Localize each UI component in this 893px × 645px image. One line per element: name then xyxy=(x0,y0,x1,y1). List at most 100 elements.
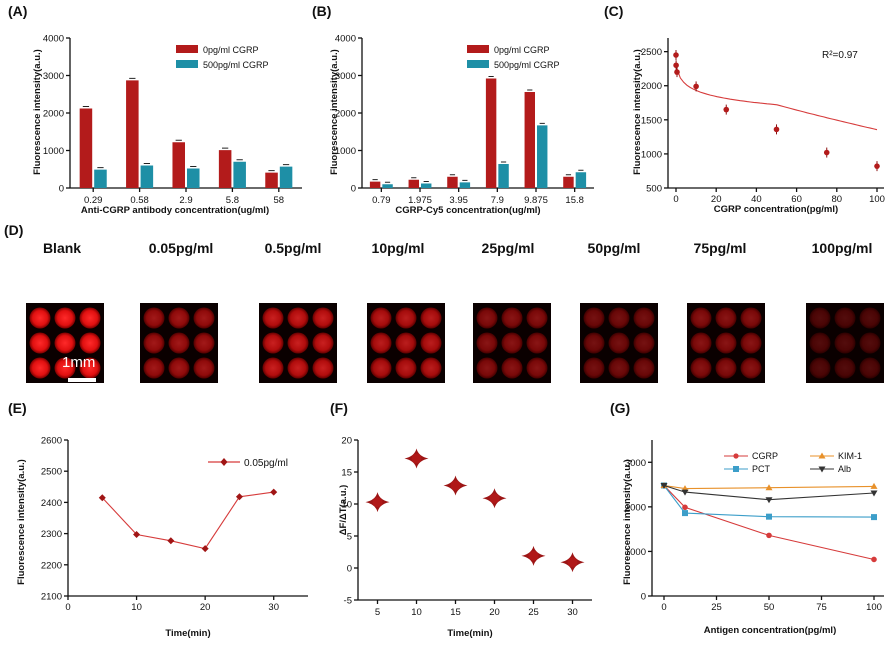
y-tick-label: 2000 xyxy=(625,502,646,513)
well-spot xyxy=(834,357,856,379)
well-plate-7 xyxy=(806,303,884,383)
well-plate-2 xyxy=(259,303,337,383)
well-spot xyxy=(715,357,737,379)
x-tick-label: 0.29 xyxy=(84,195,103,206)
y-tick-label: 4000 xyxy=(43,34,64,45)
bar-500pg-1_975 xyxy=(421,183,432,188)
y-tick-label: 1000 xyxy=(43,146,64,157)
x-tick-label: 30 xyxy=(268,602,279,613)
well-spot xyxy=(690,307,712,329)
y-tick-label: -5 xyxy=(344,596,352,607)
y-tick-label: 0 xyxy=(351,184,356,195)
x-tick-label: 0.79 xyxy=(372,195,391,206)
x-tick-label: 80 xyxy=(832,194,843,205)
x-tick-label: 10 xyxy=(411,607,422,618)
point-PCT xyxy=(871,514,877,521)
series-line-KIM-1 xyxy=(663,484,875,490)
well-title-6: 75pg/ml xyxy=(694,240,747,256)
well-spot xyxy=(143,357,165,379)
x-tick-label: 1.975 xyxy=(408,195,432,206)
x-tick-label: 9.875 xyxy=(524,195,548,206)
well-spot xyxy=(501,332,523,354)
well-spot xyxy=(633,332,655,354)
y-tick-label: 10 xyxy=(341,500,352,511)
point-PCT xyxy=(766,513,772,520)
x-tick-label: 0 xyxy=(673,194,678,205)
x-tick-label: 0 xyxy=(65,602,70,613)
well-spot xyxy=(312,357,334,379)
well-title-1: 0.05pg/ml xyxy=(149,240,214,256)
well-spot xyxy=(690,357,712,379)
well-spot xyxy=(370,307,392,329)
well-spot xyxy=(29,357,51,379)
well-spot xyxy=(809,307,831,329)
point-Alb xyxy=(870,490,878,497)
well-spot xyxy=(420,307,442,329)
panel-a-label: (A) xyxy=(8,3,27,19)
well-spot xyxy=(526,307,548,329)
x-tick-label: 20 xyxy=(200,602,211,613)
panel-a-xlabel: Anti-CGRP antibody concentration(ug/ml) xyxy=(81,205,269,216)
y-tick-label: 2000 xyxy=(43,109,64,120)
bar-500pg-0_58 xyxy=(140,165,154,188)
x-tick-label: 58 xyxy=(274,195,285,206)
well-spot xyxy=(809,357,831,379)
well-spot xyxy=(262,357,284,379)
x-tick-label: 30 xyxy=(567,607,578,618)
x-tick-label: 5.8 xyxy=(226,195,239,206)
y-tick-label: 500 xyxy=(646,184,662,195)
well-spot xyxy=(168,307,190,329)
y-tick-label: 1000 xyxy=(641,149,662,160)
panel-g-xlabel: Antigen concentration(pg/ml) xyxy=(704,625,836,636)
panel-b-xlabel: CGRP-Cy5 concentration(ug/ml) xyxy=(395,205,540,216)
legend-label-cgrp: CGRP xyxy=(752,451,778,461)
well-title-2: 0.5pg/ml xyxy=(265,240,322,256)
legend-marker-kim1-icon xyxy=(818,452,826,459)
panel-c: (C) Fluorescence intensity(a.u.) CGRP co… xyxy=(604,3,885,215)
x-tick-label: 2.9 xyxy=(179,195,192,206)
well-spot xyxy=(395,332,417,354)
legend-marker-cgrp-icon xyxy=(733,453,739,459)
panel-e-xlabel: Time(min) xyxy=(165,628,210,639)
well-plate-3 xyxy=(367,303,445,383)
legend-label-pct: PCT xyxy=(752,464,771,474)
bar-0pg-5_8 xyxy=(218,150,232,188)
well-spot xyxy=(740,307,762,329)
scale-bar-label: 1mm xyxy=(62,354,95,371)
y-tick-label: 0 xyxy=(59,184,64,195)
panel-g-label: (G) xyxy=(610,400,630,416)
bar-0pg-58 xyxy=(265,172,278,188)
panel-c-label: (C) xyxy=(604,3,623,19)
data-marker-core xyxy=(411,453,422,464)
bar-500pg-5_8 xyxy=(233,161,246,188)
y-tick-label: 15 xyxy=(341,468,352,479)
x-tick-label: 40 xyxy=(751,194,762,205)
well-spot xyxy=(859,307,881,329)
x-tick-label: 0 xyxy=(661,602,666,613)
well-spot xyxy=(740,357,762,379)
x-tick-label: 50 xyxy=(764,602,775,613)
panel-b: (B) Fluorescence intensity(a.u.) CGRP-Cy… xyxy=(312,3,594,216)
bar-0pg-2_9 xyxy=(172,142,185,188)
well-spot xyxy=(168,332,190,354)
bar-0pg-1_975 xyxy=(408,179,419,188)
well-spot xyxy=(476,332,498,354)
data-point xyxy=(723,106,730,113)
well-spot xyxy=(287,357,309,379)
well-spot xyxy=(420,332,442,354)
well-title-7: 100pg/ml xyxy=(812,240,873,256)
panel-f-xlabel: Time(min) xyxy=(447,628,492,639)
panel-g-ylabel: Fluorescence intensity(a.u.) xyxy=(622,459,633,585)
point-CGRP xyxy=(766,532,772,539)
panel-f-ylabel: ΔF/ΔT(a.u.) xyxy=(338,485,349,536)
bar-0pg-9_875 xyxy=(524,92,535,188)
legend-label-0pg: 0pg/ml CGRP xyxy=(494,45,550,55)
well-images: Blank 0.05pg/ml 0.5pg/ml 10pg/ml 25pg/ml 50pg… xyxy=(26,240,884,383)
panel-b-label: (B) xyxy=(312,3,331,19)
data-point xyxy=(823,149,830,156)
panel-c-ylabel: Fluorescence intensity(a.u.) xyxy=(632,49,643,175)
well-spot xyxy=(420,357,442,379)
x-tick-label: 100 xyxy=(866,602,882,613)
legend-swatch-500pg xyxy=(176,60,198,68)
